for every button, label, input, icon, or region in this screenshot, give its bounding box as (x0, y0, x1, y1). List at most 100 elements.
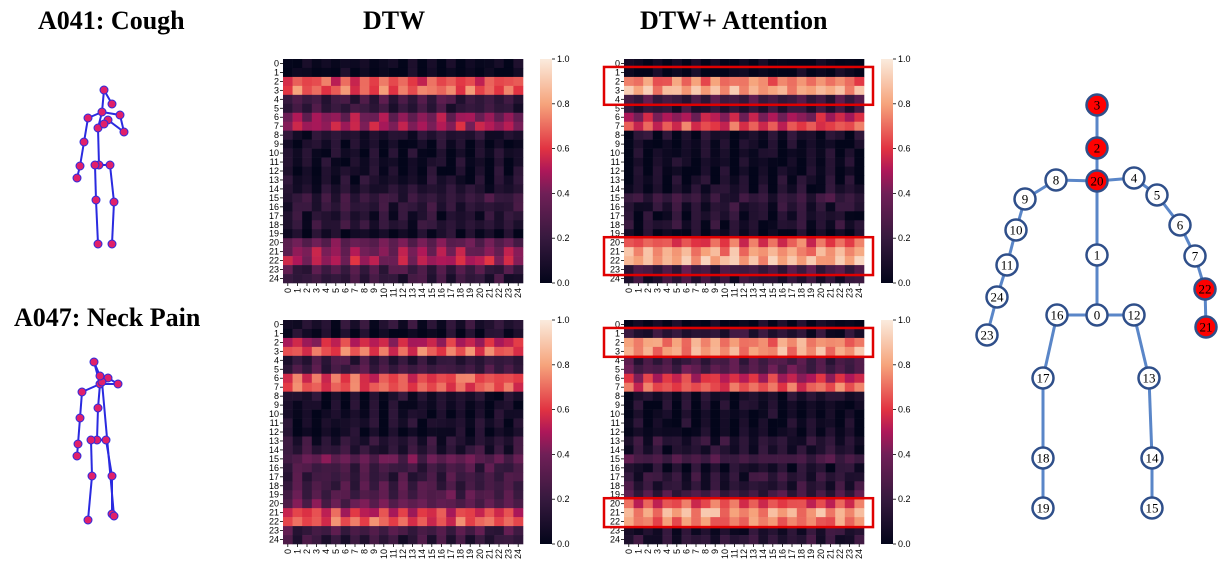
heatmap-cell (739, 391, 750, 401)
heatmap-cell (748, 382, 759, 392)
heatmap-cell (340, 265, 351, 275)
heatmap-cell (720, 76, 730, 87)
skeleton-joint (72, 451, 82, 461)
heatmap-cell (436, 220, 447, 230)
heatmap-cell (748, 355, 759, 366)
heatmap-cell (417, 59, 428, 69)
heatmap-cell (503, 427, 514, 437)
heatmap-cell (446, 175, 457, 185)
heatmap-cell (652, 274, 663, 284)
heatmap-cell (681, 427, 692, 437)
heatmap-cell (816, 346, 826, 357)
heatmap-cell (446, 337, 457, 348)
heatmap-cell (720, 472, 730, 482)
heatmap-cell (700, 157, 711, 167)
heatmap-cell (359, 211, 370, 221)
heatmap-cell (359, 148, 370, 158)
heatmap-cell (643, 535, 654, 545)
x-tick-label: 0 (624, 549, 634, 554)
heatmap-cell (758, 490, 769, 500)
heatmap-cell (446, 517, 457, 527)
heatmap-cell (681, 526, 692, 536)
heatmap-cell (369, 59, 380, 69)
heatmap-cell (681, 247, 692, 257)
heatmap-cell (835, 202, 846, 212)
heatmap-cell (436, 436, 447, 446)
y-tick-label: 19 (269, 229, 279, 239)
heatmap-cell (398, 157, 409, 167)
heatmap-cell (787, 508, 798, 518)
x-tick-label: 13 (408, 549, 418, 559)
heatmap-cell (748, 535, 759, 545)
heatmap-cell (691, 427, 702, 437)
heatmap-cell (720, 112, 730, 123)
heatmap-cell (652, 130, 663, 140)
heatmap-cell (729, 490, 740, 500)
heatmap-cell (662, 517, 673, 527)
heatmap-cell (624, 103, 634, 114)
heatmap-cell (484, 229, 495, 239)
y-tick-label: 21 (610, 247, 620, 257)
heatmap-cell (633, 94, 644, 105)
heatmap-cell (503, 481, 514, 491)
x-tick-label: 16 (436, 288, 446, 298)
heatmap-cell (652, 112, 663, 123)
heatmap-cell (844, 103, 855, 114)
heatmap-cell (768, 256, 778, 266)
heatmap-cell (321, 85, 332, 96)
heatmap-cell (475, 139, 485, 149)
heatmap-cell (748, 211, 759, 221)
heatmap-cell (359, 130, 370, 140)
heatmap-cell (768, 130, 778, 140)
heatmap-cell (720, 445, 730, 455)
heatmap-cell (340, 148, 351, 158)
heatmap-cell (417, 436, 428, 446)
heatmap-cell (311, 517, 322, 527)
heatmap-cell (302, 364, 313, 375)
heatmap-cell (503, 76, 514, 87)
heatmap-cell (407, 472, 418, 482)
heatmap-cell (407, 130, 418, 140)
y-tick-label: 17 (269, 211, 279, 221)
skeleton-bone (101, 381, 115, 517)
heatmap-cell (624, 85, 634, 96)
x-tick-label: 18 (456, 549, 466, 559)
heatmap-cell (854, 418, 865, 428)
heatmap-cell (331, 76, 341, 87)
heatmap-cell (739, 247, 750, 257)
heatmap-cell (672, 184, 682, 194)
heatmap-cell (436, 265, 447, 275)
heatmap-cell (624, 517, 634, 527)
heatmap-cell (494, 427, 505, 437)
heatmap-cell (748, 490, 759, 500)
x-tick-label: 15 (768, 549, 778, 559)
heatmap-cell (436, 409, 447, 419)
heatmap-cell (359, 85, 370, 96)
heatmap-cell (311, 328, 322, 339)
heatmap-cell (700, 337, 711, 348)
heatmap-cell (465, 409, 476, 419)
heatmap-cell (633, 337, 644, 348)
heatmap-cell (729, 220, 740, 230)
heatmap-cell (455, 346, 466, 357)
heatmap-cell (302, 202, 313, 212)
heatmap-cell (369, 166, 380, 176)
heatmap-cell (359, 463, 370, 473)
heatmap-cell (806, 346, 817, 357)
heatmap-cell (624, 220, 634, 230)
heatmap-cell (331, 256, 341, 266)
heatmap-cell (292, 364, 303, 375)
heatmap-cell (446, 94, 457, 105)
heatmap-cell (796, 382, 807, 392)
heatmap-cell (748, 400, 759, 410)
heatmap-cell (379, 328, 389, 339)
heatmap-cell (854, 472, 865, 482)
heatmap-cell (662, 445, 673, 455)
heatmap-cell (302, 229, 313, 239)
heatmap-cell (513, 445, 524, 455)
heatmap-cell (633, 67, 644, 78)
heatmap-cell (417, 112, 428, 123)
heatmap-cell (787, 337, 798, 348)
x-tick-label: 16 (436, 549, 446, 559)
heatmap-cell (835, 85, 846, 96)
